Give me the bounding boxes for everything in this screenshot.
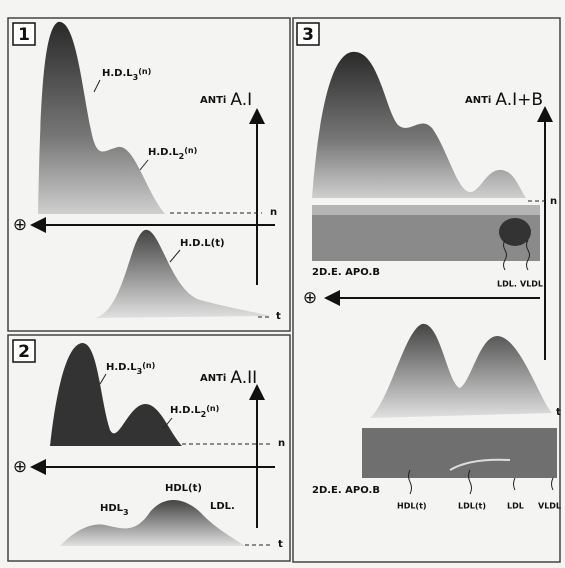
panel-frame	[7, 334, 291, 562]
leader	[169, 249, 181, 263]
label-part: ANTi	[200, 95, 226, 106]
leader	[468, 469, 472, 495]
peak-profile	[60, 499, 245, 546]
marker-label: t	[556, 407, 561, 418]
anode-label: ⊕	[13, 215, 27, 235]
anode-label: ⊕	[303, 288, 317, 308]
label-part: (n)	[206, 404, 219, 413]
label-part: ANTi	[200, 373, 226, 384]
gel-streak	[449, 458, 511, 471]
marker-label: t	[278, 539, 283, 550]
gel-caption: 2D.E. APO.B	[312, 485, 380, 496]
leader	[526, 239, 530, 271]
gel-label: LDL.	[497, 280, 517, 289]
panel-number: 3	[302, 25, 314, 45]
label-part: H.D.L	[102, 68, 133, 79]
anode-label: ⊕	[13, 457, 27, 477]
label-part: H.D.L	[106, 362, 137, 373]
label-part: ANTi	[465, 95, 491, 106]
peak-profile	[370, 323, 552, 418]
marker-label: n	[278, 438, 285, 449]
label-part: H.D.L	[148, 147, 179, 158]
peak-profile	[95, 229, 270, 318]
marker-label: t	[276, 311, 281, 322]
peak-profile	[312, 51, 526, 198]
panel-number-box	[12, 22, 36, 46]
label-part: (n)	[142, 361, 155, 370]
gel-label: HDL(t)	[397, 502, 427, 511]
leader	[513, 477, 516, 491]
label-part: A.I+B	[495, 90, 543, 110]
antibody-label: ANTi A.II	[200, 368, 257, 388]
label-part: A.I	[230, 90, 252, 110]
peak-label: H.D.L(t)	[180, 238, 225, 249]
label-part: H.D.L	[170, 405, 201, 416]
label-part: 3	[137, 367, 143, 376]
label-part: 3	[133, 73, 139, 82]
leader	[139, 159, 149, 171]
gel-label: LDL	[507, 502, 524, 511]
panel-frame	[7, 17, 291, 332]
panel-number-box	[12, 339, 36, 363]
label-part: 3	[123, 508, 129, 517]
marker-label: n	[550, 196, 557, 207]
label-part: 2	[179, 152, 185, 161]
antibody-label: ANTi A.I	[200, 90, 252, 110]
leader	[163, 417, 173, 429]
gel-label: VLDL	[520, 280, 543, 289]
peak-label: H.D.L2(n)	[170, 404, 219, 419]
peak-label: HDL3	[100, 503, 129, 517]
leader	[408, 469, 412, 495]
label-part: HDL	[100, 503, 124, 514]
leader	[551, 477, 554, 491]
gel-spot	[499, 218, 531, 246]
antibody-label: ANTi A.I+B	[465, 90, 543, 110]
label-part: (n)	[138, 67, 151, 76]
peak-label: LDL.	[210, 501, 235, 512]
label-part: A.II	[230, 368, 257, 388]
peak-profile	[50, 342, 182, 446]
marker-label: n	[270, 207, 277, 218]
gel-image	[362, 428, 557, 478]
peak-label: H.D.L3(n)	[102, 67, 151, 82]
gel-caption: 2D.E. APO.B	[312, 267, 380, 278]
peak-label: HDL(t)	[165, 483, 202, 494]
leader	[99, 373, 107, 385]
leader	[503, 239, 507, 271]
peak-label: H.D.L2(n)	[148, 146, 197, 161]
peak-profile	[38, 21, 165, 214]
panel-number: 1	[18, 25, 30, 45]
peak-label: H.D.L3(n)	[106, 361, 155, 376]
gel-band	[312, 205, 540, 215]
panel-number: 2	[18, 342, 30, 362]
gel-label: VLDL	[538, 502, 561, 511]
panel-number-box	[296, 22, 320, 46]
label-part: 2	[201, 410, 207, 419]
panel-frame	[292, 17, 561, 563]
gel-label: LDL(t)	[458, 502, 486, 511]
label-part: (n)	[184, 146, 197, 155]
leader	[93, 79, 101, 93]
